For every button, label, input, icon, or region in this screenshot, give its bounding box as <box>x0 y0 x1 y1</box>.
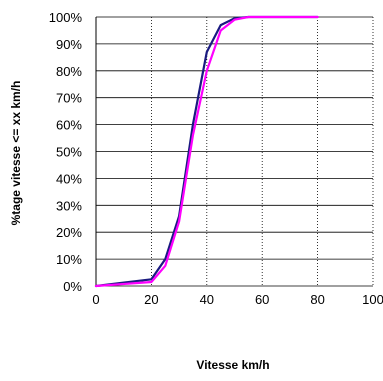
y-tick-label: 30% <box>56 198 82 213</box>
x-tick-label: 80 <box>310 292 324 307</box>
y-tick-label: 100% <box>49 10 83 25</box>
x-tick-label: 100 <box>362 292 383 307</box>
y-tick-label: 80% <box>56 64 82 79</box>
y-axis-title: %tage vitesse <= xx km/h <box>9 81 23 226</box>
x-tick-label: 60 <box>255 292 269 307</box>
x-tick-label: 0 <box>92 292 99 307</box>
y-tick-label: 60% <box>56 118 82 133</box>
y-tick-label: 20% <box>56 225 82 240</box>
tick-labels: 0% 10% 20% 30% 40% 50% 60% 70% 80% 90% 100% 0 20 40 60… <box>49 10 383 307</box>
y-tick-label: 50% <box>56 145 82 160</box>
y-tick-label: 90% <box>56 37 82 52</box>
grid-layer <box>95 16 374 287</box>
y-tick-label: 70% <box>56 91 82 106</box>
series-line-2 <box>94 15 319 288</box>
x-axis-title: Vitesse km/h <box>196 358 269 372</box>
x-tick-label: 20 <box>144 292 158 307</box>
y-tick-label: 10% <box>56 252 82 267</box>
y-tick-label: 40% <box>56 171 82 186</box>
x-tick-label: 40 <box>200 292 214 307</box>
y-tick-label: 0% <box>63 279 82 294</box>
series-layer <box>94 15 319 288</box>
